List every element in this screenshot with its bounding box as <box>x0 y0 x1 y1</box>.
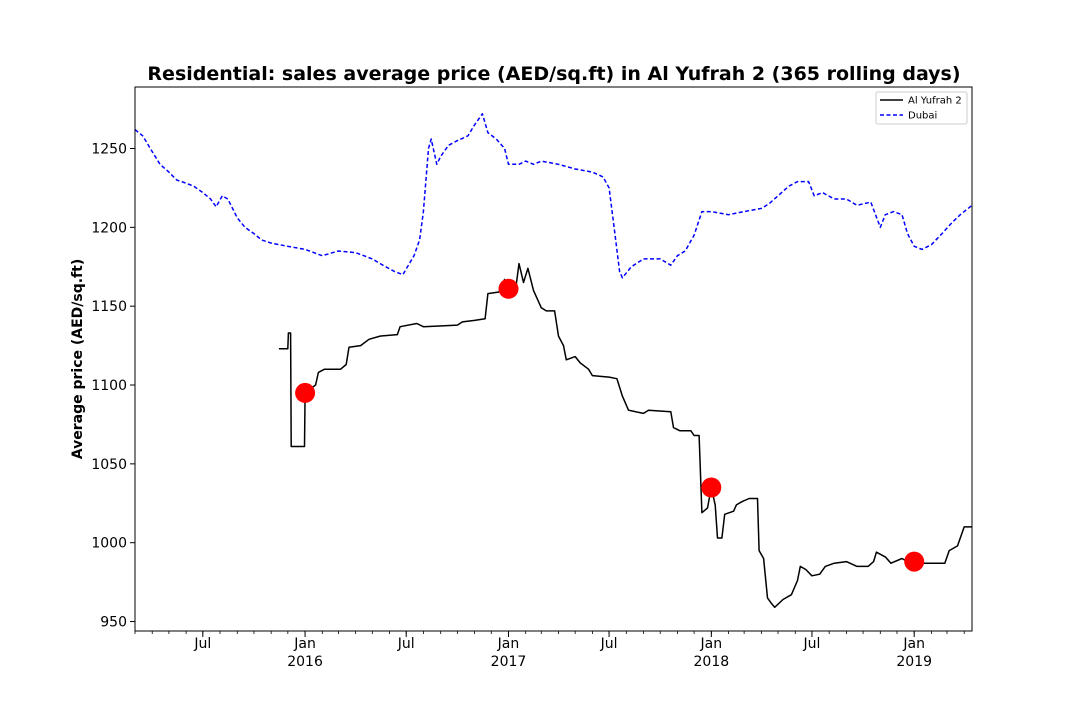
x-tick-label: Jul <box>600 636 618 652</box>
x-tick-year-label: 2019 <box>896 654 932 670</box>
series-line-dubai <box>134 113 973 279</box>
x-tick-label: Jul <box>802 636 820 652</box>
y-tick-label: 1100 <box>91 378 127 394</box>
x-tick-label: Jan <box>902 636 925 652</box>
legend-label-al-yufrah-2: Al Yufrah 2 <box>908 96 962 107</box>
marker-layer <box>295 278 925 572</box>
y-tick-label: 1200 <box>91 220 127 236</box>
y-axis-label: Average price (AED/sq.ft) <box>70 259 86 459</box>
chart-title: Residential: sales average price (AED/sq… <box>147 63 960 85</box>
legend-label-dubai: Dubai <box>908 111 937 122</box>
x-tick-year-label: 2016 <box>287 654 323 670</box>
x-tick-label: Jan <box>293 636 316 652</box>
y-tick-label: 1050 <box>91 457 127 473</box>
x-tick-label: Jan <box>700 636 723 652</box>
y-tick-label: 950 <box>100 615 127 631</box>
red-marker-0 <box>295 382 316 403</box>
series-layer <box>134 113 973 609</box>
x-tick-year-label: 2018 <box>694 654 730 670</box>
red-marker-1 <box>498 278 519 299</box>
series-line-al-yufrah-2 <box>278 262 972 609</box>
x-tick-year-label: 2017 <box>491 654 527 670</box>
y-tick-label: 1250 <box>91 141 127 157</box>
red-marker-2 <box>701 477 722 498</box>
x-ticks: Jul Jan 2016 Jul Jan 2017 Jul Jan 2018 Jul Jan 2019 <box>134 631 965 670</box>
y-tick-label: 1150 <box>91 299 127 315</box>
red-marker-3 <box>904 551 925 572</box>
x-tick-label: Jan <box>497 636 520 652</box>
x-tick-label: Jul <box>193 636 211 652</box>
y-ticks: 950 1000 1050 1100 1150 1200 1250 <box>91 141 135 631</box>
x-tick-label: Jul <box>397 636 415 652</box>
plot-frame <box>134 86 973 632</box>
y-tick-label: 1000 <box>91 536 127 552</box>
legend: Al Yufrah 2 Dubai <box>875 91 968 125</box>
